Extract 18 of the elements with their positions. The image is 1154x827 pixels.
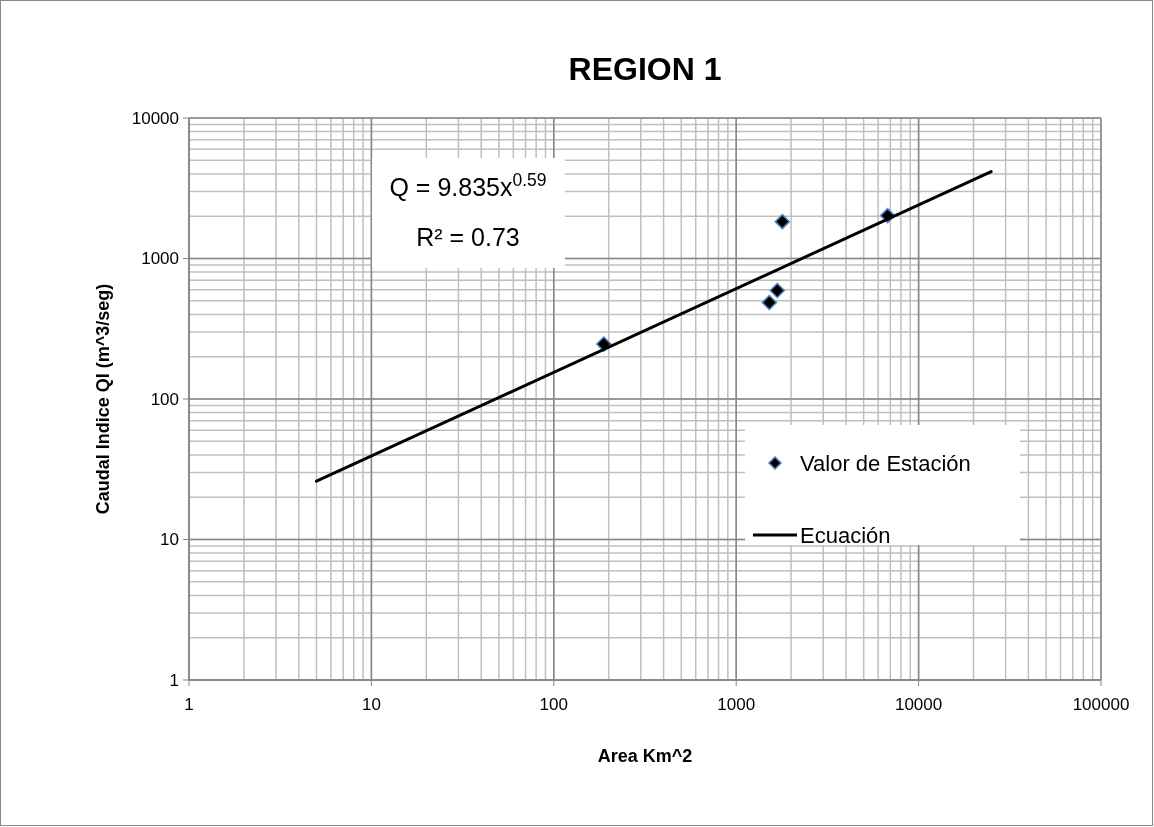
- legend-label: Ecuación: [800, 522, 891, 548]
- x-tick-label: 10: [361, 695, 381, 714]
- chart-title: REGION 1: [568, 51, 722, 87]
- y-tick-label: 1: [169, 670, 179, 690]
- x-tick-label: 100: [539, 695, 568, 714]
- annotation: R² = 0.73: [416, 223, 520, 251]
- x-tick-label: 1000: [717, 695, 756, 714]
- y-axis-title: Caudal Indice QI (m^3/seg): [93, 283, 113, 515]
- legend-label: Valor de Estación: [800, 450, 971, 476]
- y-tick-label: 100: [150, 389, 179, 409]
- y-tick-label: 10: [160, 530, 179, 550]
- x-tick-label: 1: [184, 695, 194, 714]
- x-tick-label: 100000: [1072, 695, 1130, 714]
- annotation: Q = 9.835x$^{0.59}$: [389, 170, 547, 201]
- x-tick-label: 10000: [894, 695, 943, 714]
- x-axis-title: Area Km^2: [597, 746, 693, 766]
- y-tick-label: 1000: [141, 249, 179, 269]
- y-tick-label: 10000: [131, 108, 179, 128]
